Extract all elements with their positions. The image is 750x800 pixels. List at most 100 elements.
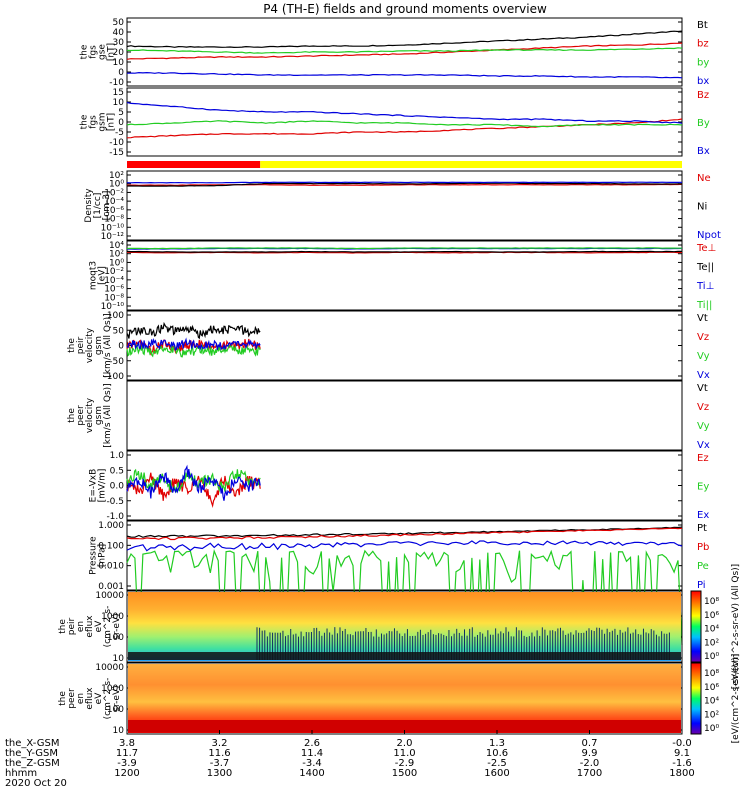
- y-tick-label: 10²: [109, 250, 124, 260]
- colorbar: [690, 662, 702, 735]
- mode-bar-segment: [260, 161, 682, 168]
- y-tick-label: 40: [113, 28, 125, 38]
- series-line-Vt: [126, 321, 261, 340]
- y-axis-label: velocity: [85, 397, 95, 433]
- colorbar-tick-label: 10⁰: [704, 724, 719, 734]
- y-axis-label: the: [67, 338, 77, 353]
- y-axis-label: Pressure: [89, 536, 99, 575]
- y-axis-label: velocity: [85, 327, 95, 363]
- x-tick-label: -0.0: [672, 738, 692, 749]
- x-tick-label: -3.4: [302, 758, 322, 769]
- x-tick-label: 9.9: [582, 748, 598, 759]
- y-tick-label: 10000: [95, 663, 124, 673]
- legend-entry: Vy: [697, 421, 710, 432]
- legend-entry: Pi: [697, 580, 706, 591]
- legend-entry: Vz: [697, 332, 709, 343]
- panel-frame: [126, 590, 683, 663]
- colorbar-tick-label: 10⁶: [704, 611, 719, 621]
- x-row-label: the_X-GSM: [5, 738, 59, 749]
- y-axis-label: the: [67, 408, 77, 423]
- x-tick-label: -3.9: [117, 758, 137, 769]
- y-tick-label: 10⁻⁶: [104, 206, 124, 216]
- y-axis-label: [nT]: [107, 43, 117, 61]
- panel-peer_en: the peer en eflux eV (cm^2-s-sr-eV) 10000 1000 1…: [58, 654, 741, 744]
- colorbar-tick-label: 10⁶: [704, 683, 719, 693]
- y-tick-label: 10⁻⁸: [104, 215, 124, 225]
- y-tick-label: 10000: [95, 591, 124, 601]
- series-line-Pt: [126, 526, 683, 538]
- y-tick-label: 100: [107, 633, 124, 643]
- y-axis-label: eflux: [85, 687, 95, 710]
- legend-entry: Vt: [697, 313, 708, 324]
- y-tick-label: 100: [107, 705, 124, 715]
- x-row-label: hhmm: [5, 768, 37, 779]
- series-line-bx: [126, 71, 683, 79]
- series-line-Vy: [126, 344, 261, 358]
- y-tick-label: -50: [109, 357, 124, 367]
- y-tick-label: 10⁻²: [104, 267, 124, 277]
- x-tick-label: -2.5: [487, 758, 507, 769]
- y-tick-label: 10: [113, 58, 125, 68]
- x-tick-label: 2.6: [304, 738, 320, 749]
- legend-entry: Bx: [697, 146, 710, 157]
- y-tick-label: 15: [113, 88, 124, 98]
- legend-entry: Ex: [697, 510, 709, 521]
- y-tick-label: 0.001: [98, 582, 124, 592]
- y-axis-label: fgs: [89, 45, 99, 59]
- y-axis-label: [eV]: [98, 266, 108, 285]
- x-row-label: the_Z-GSM: [5, 758, 60, 769]
- y-axis-label: sr-eV): [112, 613, 122, 639]
- y-axis-label: [km/s (All Qs)]: [103, 383, 113, 447]
- x-row-label: the_Y-GSM: [5, 748, 58, 759]
- colorbar-tick-label: 10⁴: [704, 625, 719, 635]
- spectrogram-band: [128, 720, 681, 732]
- x-tick-label: 11.7: [116, 748, 138, 759]
- y-tick-label: 10: [113, 726, 125, 736]
- series-line-Ti||: [126, 247, 682, 250]
- x-tick-label: 11.4: [301, 748, 323, 759]
- legend-entry: Ti||: [696, 300, 712, 311]
- y-axis-label: gse: [98, 44, 108, 60]
- panel-frame: [126, 450, 683, 521]
- y-tick-label: 10: [113, 654, 125, 664]
- y-tick-label: 10⁻⁴: [104, 197, 124, 207]
- x-tick-label: 1700: [577, 768, 602, 779]
- panel-frame: [126, 520, 683, 591]
- y-tick-label: 10⁰: [109, 258, 124, 268]
- x-tick-label: 0.7: [582, 738, 598, 749]
- x-tick-label: 1600: [484, 768, 509, 779]
- panel-density: Density [1/cc] [cm-3]10²10⁰10⁻²10⁻⁴10⁻⁶10⁻…: [84, 170, 721, 242]
- legend-entry: Vx: [697, 440, 710, 451]
- chart-title: P4 (TH-E) fields and ground moments over…: [263, 2, 547, 16]
- series-line-Te||: [126, 250, 682, 253]
- y-axis-label: gsm: [94, 406, 104, 425]
- x-tick-label: 1800: [669, 768, 694, 779]
- colorbar-tick-label: 10⁰: [704, 652, 719, 662]
- panel-peir_vel: the peir velocity gsm [km/s (All Qs)]100 50 0 -…: [67, 310, 710, 382]
- x-tick-label: 1300: [207, 768, 232, 779]
- series-line-Ex: [126, 464, 261, 501]
- y-axis-label: en: [76, 693, 86, 704]
- y-tick-label: 10⁻¹²: [101, 232, 125, 242]
- y-tick-label: -5: [115, 128, 124, 138]
- x-tick-label: 3.8: [119, 738, 135, 749]
- y-tick-label: -10: [109, 78, 124, 88]
- legend-entry: Ni: [697, 202, 707, 213]
- x-tick-label: 10.6: [486, 748, 508, 759]
- legend-entry: Bt: [697, 20, 708, 31]
- y-axis-label: sr-eV): [112, 685, 122, 711]
- legend-entry: bx: [697, 76, 709, 87]
- y-tick-label: 0: [118, 342, 124, 352]
- y-axis-label: [mV/m]: [98, 469, 108, 503]
- panel-peir_en: the peir en eflux eV (cm^2-s-sr-eV) 10000 1000 1…: [58, 564, 741, 689]
- legend-entry: Te||: [696, 262, 714, 273]
- x-tick-label: 1400: [299, 768, 324, 779]
- y-tick-label: 10⁻¹⁰: [101, 302, 125, 312]
- y-tick-label: -10: [109, 138, 124, 148]
- colorbar-tick-label: 10⁸: [704, 597, 719, 607]
- panel-frame: [126, 240, 683, 311]
- legend-entry: Ti⊥: [696, 281, 714, 292]
- y-tick-label: 1000: [101, 612, 124, 622]
- legend-entry: Vx: [697, 370, 710, 381]
